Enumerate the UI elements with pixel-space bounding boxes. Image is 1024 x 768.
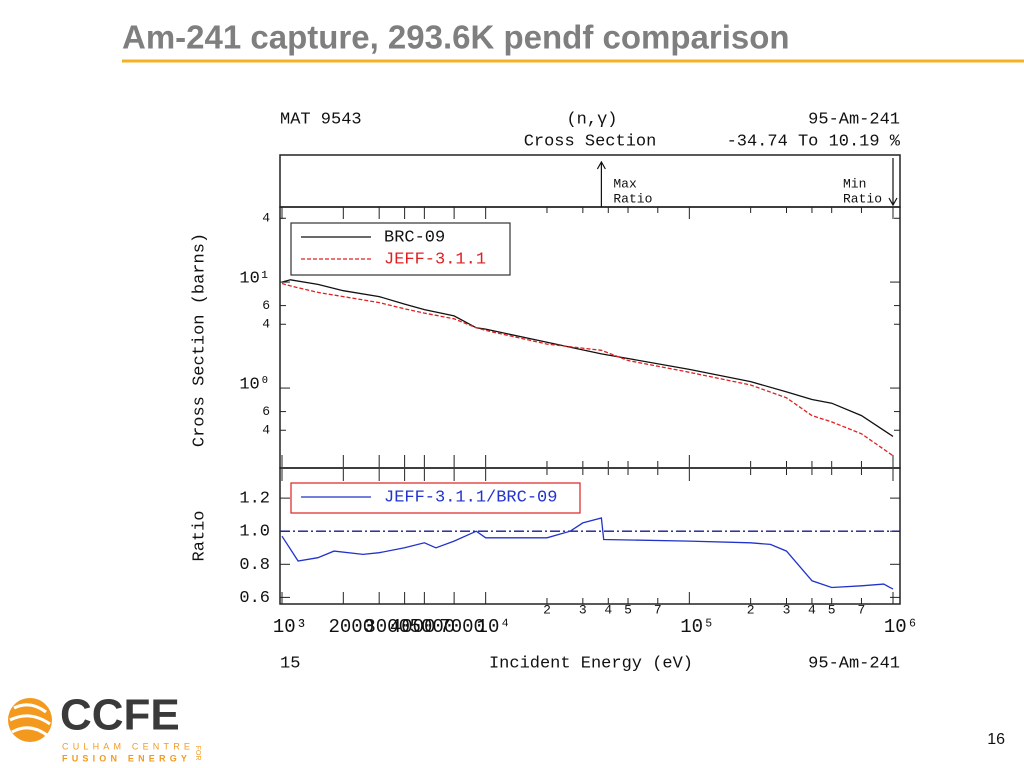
y-tick-label: 4 bbox=[262, 423, 270, 438]
footer-left: 15 bbox=[280, 654, 300, 673]
legend-label: JEFF-3.1.1 bbox=[384, 250, 486, 269]
x-tick-label: 5 bbox=[624, 602, 632, 617]
y-tick-label: 0.6 bbox=[239, 589, 270, 608]
y-tick-label: 1.0 bbox=[239, 523, 270, 542]
reaction: (n,γ) bbox=[566, 110, 617, 129]
ratio-marker-panel bbox=[279, 154, 901, 208]
x-tick-label: 5 bbox=[828, 602, 836, 617]
x-tick-label: 2 bbox=[543, 602, 551, 617]
min-label: Min bbox=[843, 176, 866, 191]
x-tick-label: 3 bbox=[579, 602, 587, 617]
x-axis-label: Incident Energy (eV) bbox=[489, 654, 693, 673]
quantity: Cross Section bbox=[524, 132, 657, 151]
footer-right: 95-Am-241 bbox=[808, 654, 900, 673]
y-tick-label: 10⁰ bbox=[239, 376, 270, 395]
logo-line2: FUSION ENERGY bbox=[62, 753, 191, 763]
logo-swirl bbox=[9, 703, 51, 738]
slide-title: Am-241 capture, 293.6K pendf comparison bbox=[122, 19, 790, 56]
x-tick-label: 10³ bbox=[273, 616, 307, 638]
y-tick-label: 10¹ bbox=[239, 270, 270, 289]
x-tick-label: 4 bbox=[604, 602, 612, 617]
x-tick-label: 2000 bbox=[329, 616, 375, 638]
logo-side: FOR bbox=[194, 746, 201, 761]
x-tick-label: 10⁶ bbox=[884, 616, 918, 638]
x-tick-label: 10⁵ bbox=[680, 616, 714, 638]
x-tick-label: 3 bbox=[783, 602, 791, 617]
legend-box bbox=[290, 222, 511, 276]
legend-label: JEFF-3.1.1/BRC-09 bbox=[384, 488, 557, 507]
ratio-frame bbox=[279, 467, 901, 605]
series-line bbox=[281, 517, 894, 590]
logo: CCFE CULHAM CENTRE FUSION ENERGY FOR bbox=[8, 691, 201, 763]
x-tick-label: 7 bbox=[654, 602, 662, 617]
x-tick-label: 10⁴ bbox=[477, 616, 511, 638]
y-axis-label: Cross Section (barns) bbox=[190, 233, 209, 447]
max-label: Ratio bbox=[613, 191, 652, 206]
y-tick-label: 4 bbox=[262, 317, 270, 332]
logo-line1: CULHAM CENTRE bbox=[62, 741, 194, 751]
x-tick-label: 2 bbox=[747, 602, 755, 617]
range: -34.74 To 10.19 % bbox=[727, 132, 901, 151]
x-tick-label: 5000 bbox=[410, 616, 456, 638]
x-tick-label: 4000 bbox=[390, 616, 436, 638]
x-tick-label: 4 bbox=[808, 602, 816, 617]
x-tick-label: 7000 bbox=[439, 616, 485, 638]
legend-label: BRC-09 bbox=[384, 228, 445, 247]
y-tick-label: 1.2 bbox=[239, 490, 270, 509]
x-tick-label: 7 bbox=[858, 602, 866, 617]
y-tick-label: 4 bbox=[262, 211, 270, 226]
y-tick-label: 6 bbox=[262, 298, 270, 313]
page-number: 16 bbox=[987, 731, 1005, 748]
material: 95-Am-241 bbox=[808, 110, 900, 129]
x-tick-label: 3000 bbox=[364, 616, 410, 638]
logo-name: CCFE bbox=[60, 691, 180, 740]
max-ratio-arrow bbox=[596, 160, 606, 207]
min-label: Ratio bbox=[843, 191, 882, 206]
min-ratio-arrow bbox=[888, 158, 898, 207]
series-line bbox=[281, 282, 894, 457]
legend-box bbox=[290, 482, 581, 514]
y-axis-label: Ratio bbox=[190, 510, 209, 561]
y-tick-label: 6 bbox=[262, 404, 270, 419]
series-line bbox=[281, 279, 894, 437]
max-label: Max bbox=[613, 176, 637, 191]
y-tick-label: 0.8 bbox=[239, 556, 270, 575]
mat: MAT 9543 bbox=[280, 110, 362, 129]
